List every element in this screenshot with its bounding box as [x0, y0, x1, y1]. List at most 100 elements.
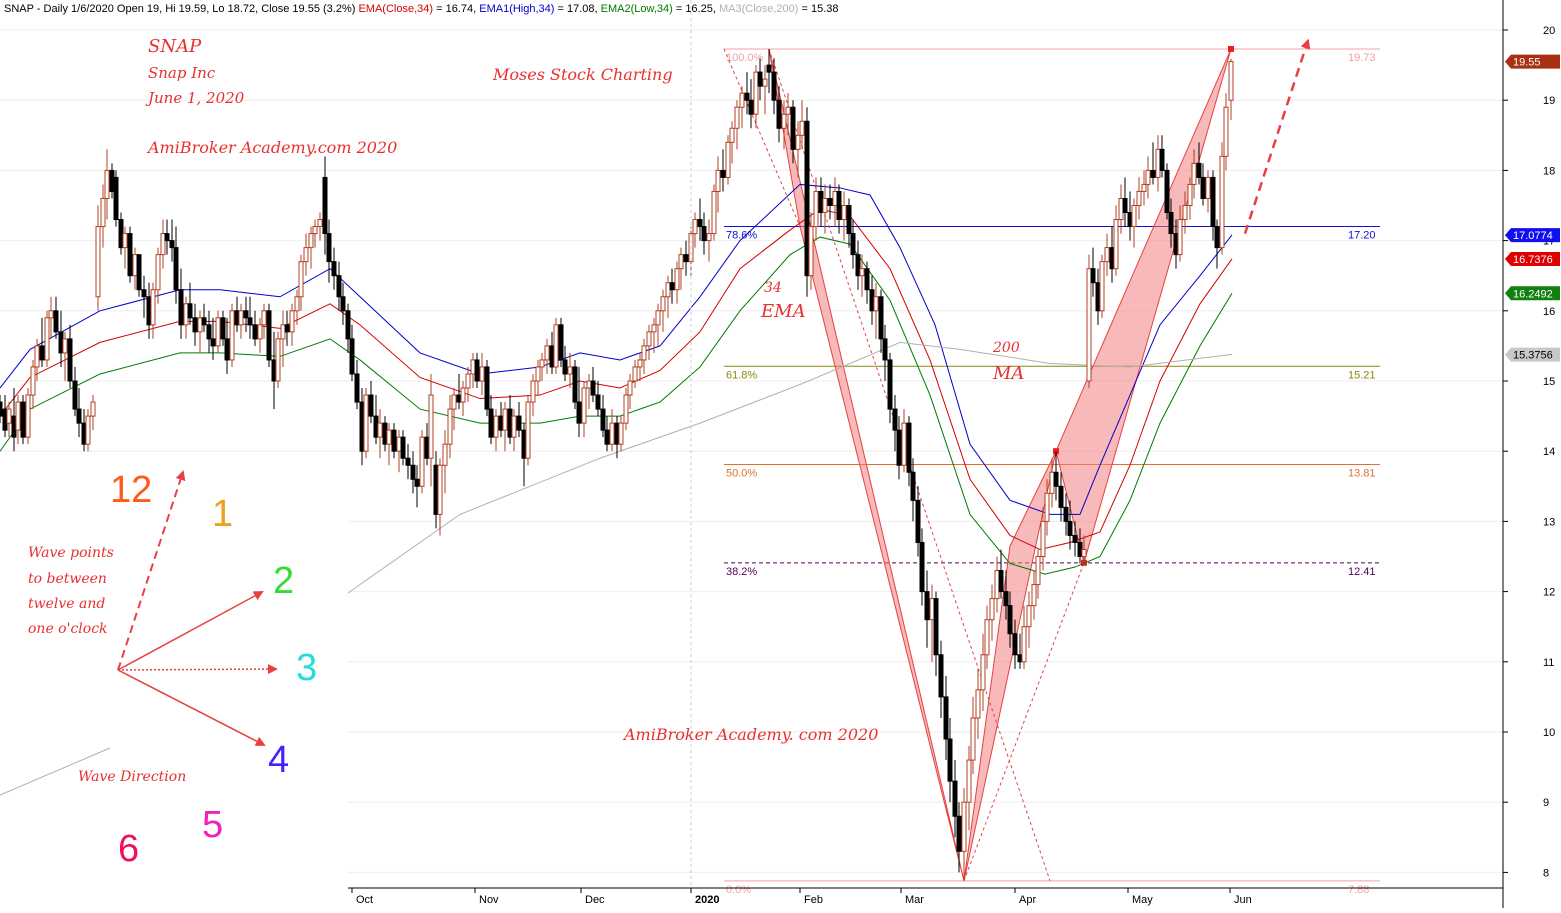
- candle-body: [146, 296, 152, 326]
- candle-body: [215, 317, 221, 347]
- candle-body: [284, 324, 290, 333]
- candle-body: [947, 738, 953, 782]
- candle-body: [53, 310, 59, 333]
- price-tag: [1505, 228, 1560, 243]
- candle-body: [405, 457, 411, 466]
- x-tick-label: 2020: [695, 894, 719, 906]
- candle-body: [1063, 506, 1069, 522]
- candle-body: [1040, 520, 1046, 558]
- candle-body: [757, 71, 763, 87]
- candle-body: [869, 289, 875, 312]
- candle-body: [1159, 148, 1165, 171]
- wave-note-line-2: to between: [28, 571, 107, 587]
- candle-body: [247, 317, 253, 326]
- candle-body: [447, 408, 453, 445]
- candle-body: [266, 310, 272, 361]
- candle-body: [104, 169, 110, 199]
- candle-body: [465, 373, 471, 389]
- candle-body: [113, 176, 119, 221]
- candle-body: [994, 570, 1000, 600]
- candle-body: [553, 324, 559, 368]
- x-tick-label: Jun: [1234, 894, 1252, 906]
- candle-body: [892, 408, 898, 431]
- candle-body: [122, 233, 128, 249]
- candle-body: [984, 619, 990, 656]
- candle-body: [882, 338, 888, 361]
- candle-body: [562, 359, 568, 375]
- candle-body: [336, 275, 342, 298]
- candle-body: [790, 106, 796, 150]
- pattern-leg-bcd: [1055, 48, 1232, 565]
- candle-body: [1173, 233, 1179, 256]
- candle-body: [502, 408, 508, 431]
- candle-body: [706, 233, 712, 242]
- candle-body: [558, 324, 564, 361]
- candle-body: [748, 99, 754, 115]
- fib-pct-label: 100.0%: [726, 52, 764, 64]
- candle-body: [785, 106, 791, 115]
- candle-body: [460, 387, 466, 403]
- candle-body: [289, 310, 295, 333]
- pattern-point: [1228, 45, 1234, 52]
- candle-body: [604, 429, 610, 445]
- candle-body: [1205, 176, 1211, 199]
- date-annotation: June 1, 2020: [145, 89, 245, 107]
- price-tag-label: 17.0774: [1513, 230, 1553, 242]
- candle-body: [678, 254, 684, 270]
- candle-body: [34, 345, 40, 368]
- ema-period-label: 34: [764, 280, 782, 296]
- fib-pct-label: 50.0%: [726, 468, 757, 480]
- candle-body: [1017, 654, 1023, 663]
- company-annotation: Snap Inc: [148, 64, 216, 82]
- ema-label: EMA: [760, 301, 806, 322]
- header-part: = 15.38: [798, 3, 838, 15]
- candle-body: [1131, 205, 1137, 228]
- candle-body: [725, 141, 731, 178]
- candle-body: [160, 233, 166, 256]
- candle-body: [525, 401, 531, 459]
- candle-body: [317, 219, 323, 228]
- candle-body: [595, 394, 601, 410]
- candle-body: [39, 345, 45, 361]
- x-tick-label: May: [1132, 894, 1153, 906]
- candle-body: [1109, 247, 1115, 270]
- candle-body: [701, 226, 707, 242]
- fib-value-label: 7.88: [1348, 884, 1369, 896]
- candle-body: [340, 296, 346, 312]
- x-tick-label: Oct: [356, 894, 373, 906]
- candle-body: [1095, 282, 1101, 312]
- price-tag: [1505, 54, 1560, 69]
- candle-body: [1187, 183, 1193, 207]
- fib-pct-label: 61.8%: [726, 369, 757, 381]
- candle-body: [590, 380, 596, 396]
- y-tick-label: 19: [1543, 95, 1555, 107]
- candle-body: [382, 422, 388, 445]
- candle-body: [855, 254, 861, 277]
- candle-body: [220, 317, 226, 340]
- candle-body: [136, 254, 142, 291]
- candle-body: [178, 289, 184, 326]
- candle-body: [493, 415, 499, 438]
- candle-body: [164, 233, 170, 242]
- price-tag: [1505, 286, 1560, 301]
- fib-pct-label: 78.6%: [726, 230, 757, 242]
- candle-body: [669, 282, 675, 291]
- candle-body: [980, 654, 986, 691]
- candle-body: [516, 415, 522, 431]
- candle-body: [1164, 169, 1170, 214]
- candle-body: [530, 380, 536, 403]
- candle-body: [386, 429, 392, 445]
- price-tag: [1505, 347, 1560, 362]
- candle-body: [368, 394, 374, 417]
- candle-body: [544, 345, 550, 361]
- fib-pct-label: 38.2%: [726, 566, 757, 578]
- candle-body: [414, 478, 420, 487]
- candle-body: [377, 422, 383, 438]
- candle-body: [1012, 633, 1018, 656]
- candle-body: [6, 408, 12, 424]
- candle-body: [734, 106, 740, 129]
- candle-body: [1113, 219, 1119, 270]
- candle-body: [141, 289, 147, 298]
